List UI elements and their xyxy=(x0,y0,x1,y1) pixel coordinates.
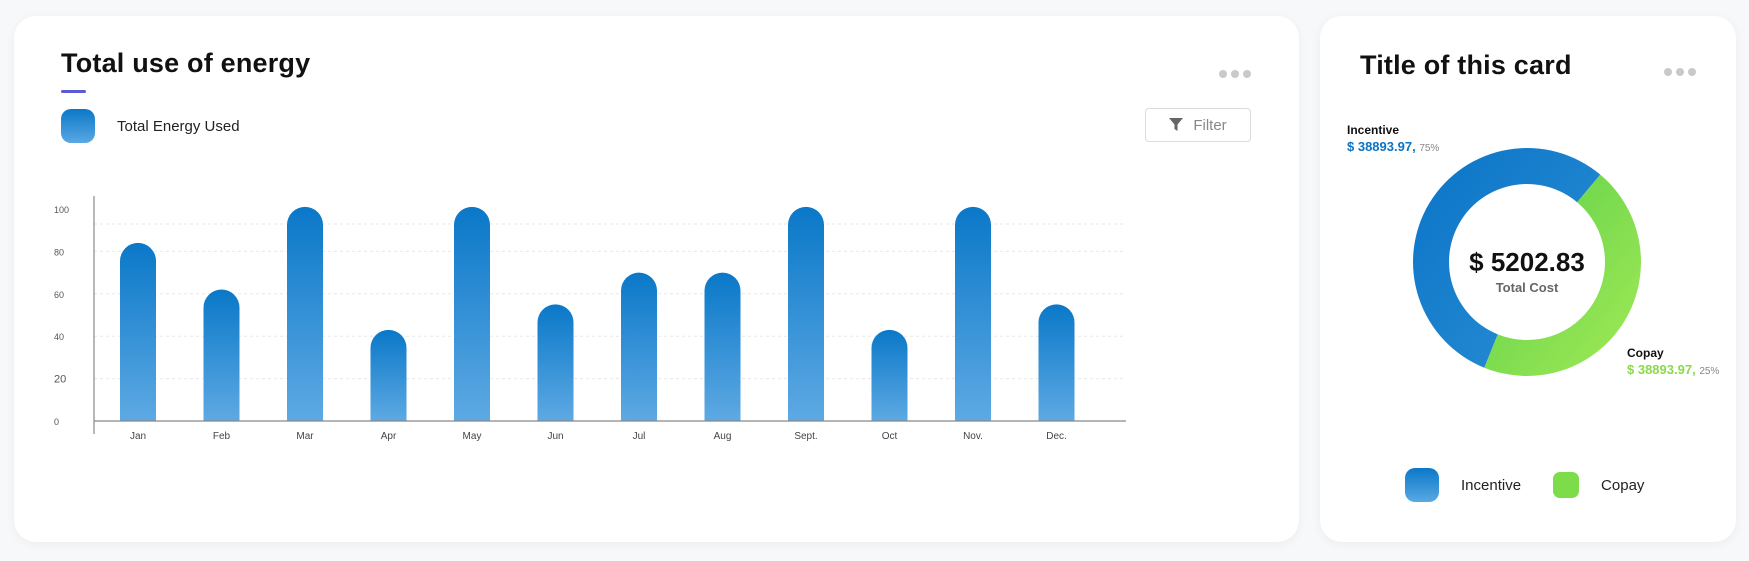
legend-copay-label: Copay xyxy=(1601,476,1645,494)
series-legend: Total Energy Used xyxy=(61,109,240,143)
x-tick-label: Aug xyxy=(714,431,732,442)
copay-value: $ 38893.97, xyxy=(1627,362,1696,377)
y-tick-label: 0 xyxy=(54,417,59,427)
center-value: $ 5202.83 xyxy=(1469,247,1585,277)
bar-nov[interactable] xyxy=(955,206,991,421)
y-tick-label: 60 xyxy=(54,290,64,300)
cost-legend: Incentive Copay xyxy=(1405,468,1644,502)
cost-card-more-icon[interactable] xyxy=(1664,68,1696,76)
x-tick-label: Jan xyxy=(130,431,146,442)
copay-callout-value: $ 38893.97, 25% xyxy=(1627,362,1719,377)
energy-card-title: Total use of energy xyxy=(61,48,311,78)
bar-jul[interactable] xyxy=(621,272,657,421)
donut-slice-copay[interactable] xyxy=(1484,174,1642,377)
x-tick-label: Apr xyxy=(381,431,397,442)
incentive-callout-title: Incentive xyxy=(1347,123,1400,137)
cost-card-title: Title of this card xyxy=(1360,50,1572,80)
energy-card: Total use of energy Total Energy Used Fi… xyxy=(14,16,1299,542)
x-tick-label: Oct xyxy=(882,431,898,442)
filter-icon xyxy=(1169,118,1184,131)
y-tick-label: 80 xyxy=(54,247,64,257)
y-tick-label: 100 xyxy=(54,205,69,215)
bar-mar[interactable] xyxy=(287,206,323,421)
x-tick-label: Feb xyxy=(213,431,231,442)
x-tick-label: Mar xyxy=(296,431,314,442)
energy-bar-chart: 0 20 40 60 80 100 Jan Feb Mar Apr May Jun Jul Aug Sept… xyxy=(54,196,1126,442)
x-tick-label: Dec. xyxy=(1046,431,1067,442)
x-tick-label: May xyxy=(463,431,482,442)
y-tick-label: 40 xyxy=(54,332,64,342)
series-legend-label: Total Energy Used xyxy=(117,117,240,135)
bar-aug[interactable] xyxy=(704,272,741,421)
center-label: Total Cost xyxy=(1496,280,1559,295)
copay-callout-title: Copay xyxy=(1627,346,1664,360)
legend-incentive-label: Incentive xyxy=(1461,476,1522,494)
bar-apr[interactable] xyxy=(370,329,407,421)
copay-pct: 25% xyxy=(1699,366,1720,377)
bar-dec[interactable] xyxy=(1038,304,1075,421)
bar-oct[interactable] xyxy=(871,329,908,421)
cost-donut-chart: $ 5202.83 Total Cost xyxy=(1413,148,1642,377)
title-underline xyxy=(61,90,86,93)
cost-card: Title of this card $ 5202.83 Total Cost … xyxy=(1320,16,1736,542)
x-tick-label: Jun xyxy=(547,431,563,442)
donut-slice-incentive[interactable] xyxy=(1413,148,1601,368)
incentive-swatch xyxy=(1405,468,1439,502)
legend-item-incentive: Incentive xyxy=(1405,468,1521,502)
incentive-value: $ 38893.97, xyxy=(1347,139,1416,154)
energy-card-more-icon[interactable] xyxy=(1219,70,1251,78)
filter-button[interactable]: Filter xyxy=(1145,108,1251,142)
series-swatch xyxy=(61,109,95,143)
bar-jan[interactable] xyxy=(120,242,156,421)
legend-item-copay: Copay xyxy=(1553,472,1644,498)
incentive-pct: 75% xyxy=(1419,143,1440,154)
bar-feb[interactable] xyxy=(203,289,240,421)
filter-label: Filter xyxy=(1193,116,1227,134)
x-tick-label: Sept. xyxy=(794,431,817,442)
bar-may[interactable] xyxy=(454,206,490,421)
bar-sept[interactable] xyxy=(788,206,824,421)
incentive-callout-value: $ 38893.97, 75% xyxy=(1347,139,1439,154)
copay-swatch xyxy=(1553,472,1580,498)
y-tick-label: 20 xyxy=(54,374,66,386)
x-tick-label: Jul xyxy=(633,431,646,442)
x-tick-label: Nov. xyxy=(963,431,983,442)
bar-jun[interactable] xyxy=(537,304,574,421)
